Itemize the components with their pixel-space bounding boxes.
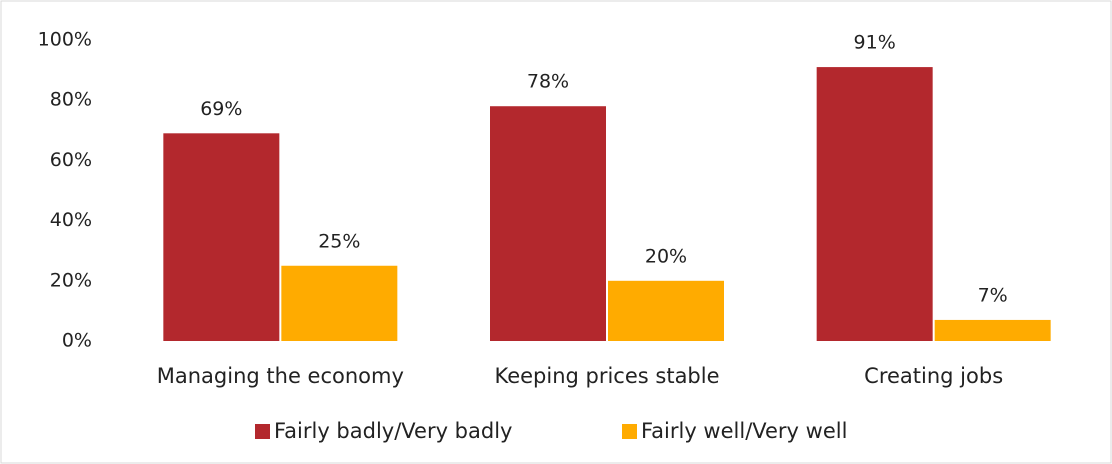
legend-swatch: [622, 424, 637, 439]
bar: [608, 280, 724, 341]
x-tick-label: Creating jobs: [864, 364, 1003, 388]
bar: [816, 67, 933, 341]
y-tick-label: 100%: [38, 29, 92, 51]
y-tick-label: 40%: [50, 209, 92, 231]
y-tick-label: 20%: [50, 269, 92, 291]
bar: [490, 106, 606, 341]
x-tick-label: Managing the economy: [157, 364, 404, 388]
bar: [934, 319, 1051, 341]
value-label: 91%: [854, 32, 896, 54]
y-tick-label: 60%: [50, 149, 92, 171]
value-label: 20%: [645, 245, 687, 267]
value-label: 78%: [527, 71, 569, 93]
legend-label: Fairly badly/Very badly: [274, 419, 512, 443]
x-tick-label: Keeping prices stable: [494, 364, 719, 388]
value-label: 69%: [200, 98, 242, 120]
legend-label: Fairly well/Very well: [641, 419, 847, 443]
y-tick-label: 0%: [62, 330, 92, 352]
bar: [281, 265, 398, 341]
y-tick-label: 80%: [50, 89, 92, 111]
bar: [163, 133, 280, 341]
value-label: 25%: [318, 230, 360, 252]
legend-swatch: [255, 424, 270, 439]
value-label: 7%: [978, 284, 1008, 306]
